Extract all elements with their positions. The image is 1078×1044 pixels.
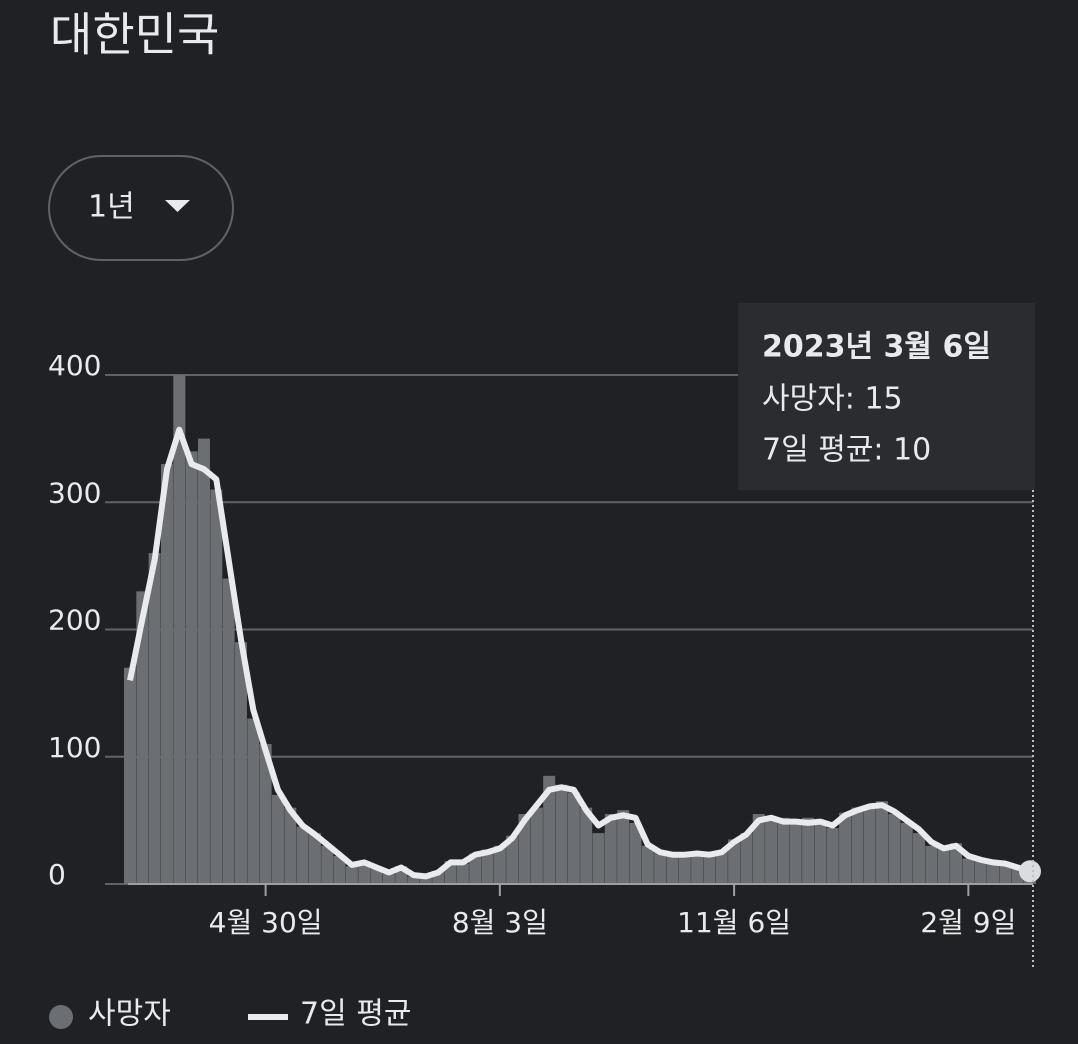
bar	[271, 794, 284, 884]
bar	[407, 876, 420, 884]
bar	[715, 850, 728, 884]
bar	[382, 873, 395, 884]
bar	[296, 826, 309, 884]
bar	[333, 856, 346, 884]
bar	[876, 801, 889, 884]
bar	[185, 451, 198, 884]
bar	[124, 667, 136, 884]
tooltip-line: 7일 평균: 10	[762, 433, 931, 468]
bar	[419, 875, 432, 884]
x-tick-label: 2월 9일	[920, 906, 1016, 939]
dropdown-label[interactable]: 1년	[88, 190, 135, 225]
bar	[654, 850, 667, 884]
y-tick-label: 400	[48, 349, 101, 382]
bar	[543, 775, 556, 884]
bar	[678, 852, 691, 884]
bar	[604, 814, 617, 884]
y-tick-label: 100	[48, 731, 101, 764]
bar	[580, 807, 593, 884]
tooltip: 2023년 3월 6일 사망자: 15 7일 평균: 10	[738, 303, 1035, 490]
x-tick-label: 4월 30일	[209, 906, 323, 939]
bar	[247, 718, 260, 884]
bar	[937, 848, 950, 884]
bar	[888, 814, 901, 884]
hover-point	[1019, 860, 1041, 883]
bar	[913, 833, 926, 884]
bar	[789, 824, 802, 884]
bar	[950, 843, 963, 884]
plot: 0 100 200 300 400 4월 30일 8월 3일 11월 6일 2월 9일	[48, 349, 1041, 939]
bar	[752, 814, 765, 884]
bar	[555, 784, 568, 884]
legend-label: 사망자	[88, 997, 171, 1032]
bar	[900, 822, 913, 884]
x-tick-label: 8월 3일	[452, 906, 548, 939]
x-tick-label: 11월 6일	[677, 906, 791, 939]
bar	[567, 792, 580, 884]
bar	[974, 861, 987, 884]
bar	[814, 822, 827, 884]
bar	[777, 817, 790, 884]
bar	[691, 856, 704, 884]
bar	[530, 807, 543, 884]
range-dropdown[interactable]: 1년	[48, 155, 234, 261]
bar	[592, 833, 605, 884]
bar	[851, 807, 864, 884]
tooltip-title: 2023년 3월 6일	[762, 330, 991, 365]
bar	[160, 464, 173, 884]
y-tick-label: 300	[48, 476, 101, 509]
bar	[506, 835, 519, 884]
bar	[345, 866, 358, 884]
bar	[987, 863, 1000, 884]
bar	[703, 853, 716, 884]
y-tick-label: 200	[48, 604, 101, 637]
dropdown-arrow[interactable]	[165, 200, 190, 212]
bar	[666, 856, 679, 884]
bar	[210, 489, 223, 884]
bar	[148, 553, 161, 884]
bar	[765, 820, 778, 884]
bar	[222, 578, 235, 884]
bar	[234, 642, 247, 884]
bar	[259, 744, 272, 884]
bar	[284, 807, 297, 884]
average-line	[127, 426, 1031, 880]
bar	[136, 591, 149, 884]
bar	[863, 805, 876, 884]
bar	[999, 866, 1012, 884]
bar	[629, 822, 642, 884]
bar	[740, 833, 753, 884]
bar	[197, 438, 210, 884]
bar	[481, 849, 494, 884]
bar	[826, 828, 839, 884]
legend: 사망자 7일 평균	[49, 997, 411, 1032]
bar	[641, 845, 654, 884]
bar	[469, 853, 482, 884]
bar	[456, 863, 469, 884]
dropdown-border[interactable]	[48, 155, 234, 261]
bar	[518, 814, 531, 884]
bar	[308, 833, 321, 884]
bar	[370, 868, 383, 884]
legend-label: 7일 평균	[300, 997, 411, 1032]
bar	[802, 817, 815, 884]
page-title: 대한민국	[50, 8, 219, 62]
bar	[321, 845, 334, 884]
bar	[728, 839, 741, 884]
y-tick-label: 0	[48, 858, 66, 891]
bar	[925, 845, 938, 884]
bar	[839, 812, 852, 884]
bar	[617, 810, 630, 884]
bar	[962, 858, 975, 884]
bar	[493, 845, 506, 884]
bar	[173, 375, 186, 884]
tooltip-line: 사망자: 15	[762, 382, 903, 417]
legend-swatch	[49, 1005, 73, 1029]
tooltip-box	[738, 303, 1035, 490]
